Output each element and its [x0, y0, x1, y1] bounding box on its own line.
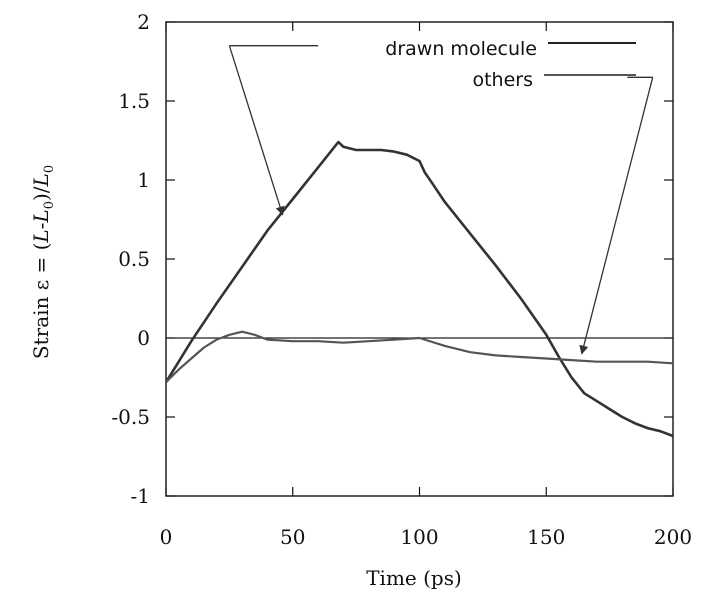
x-tick-label: 100: [400, 525, 438, 549]
legend-label-others: others: [472, 69, 533, 91]
plot-frame: [165, 21, 674, 497]
x-tick-label: 150: [527, 525, 565, 549]
y-tick-label: 2: [137, 10, 150, 34]
y-axis-label: Strain ε = (L-L0)/L0: [29, 165, 57, 359]
x-tick-label: 200: [654, 525, 692, 549]
x-tick-label: 50: [280, 525, 305, 549]
y-tick-label: -0.5: [111, 405, 150, 429]
y-tick-label: 0: [137, 326, 150, 350]
y-tick-label: -1: [131, 484, 150, 508]
y-tick-label: 1: [137, 168, 150, 192]
y-tick-label: 1.5: [118, 89, 150, 113]
annotation-arrow: [228, 45, 285, 216]
x-tick-labels: 0 50 100 150 200: [160, 525, 692, 549]
y-tick-labels: -1 -0.5 0 0.5 1 1.5 2: [111, 10, 150, 508]
legend-label-drawn-molecule: drawn molecule: [385, 38, 537, 60]
annotation-arrows: [228, 45, 654, 355]
axis-ticks: [165, 21, 674, 497]
series-line-drawn-molecule: [164, 140, 674, 438]
x-tick-label: 0: [160, 525, 173, 549]
y-tick-label: 0.5: [118, 247, 150, 271]
x-axis-label: Time (ps): [366, 566, 462, 590]
legend: drawn molecule others: [385, 38, 636, 91]
annotation-arrow: [579, 77, 654, 355]
series-line-others: [165, 330, 674, 383]
